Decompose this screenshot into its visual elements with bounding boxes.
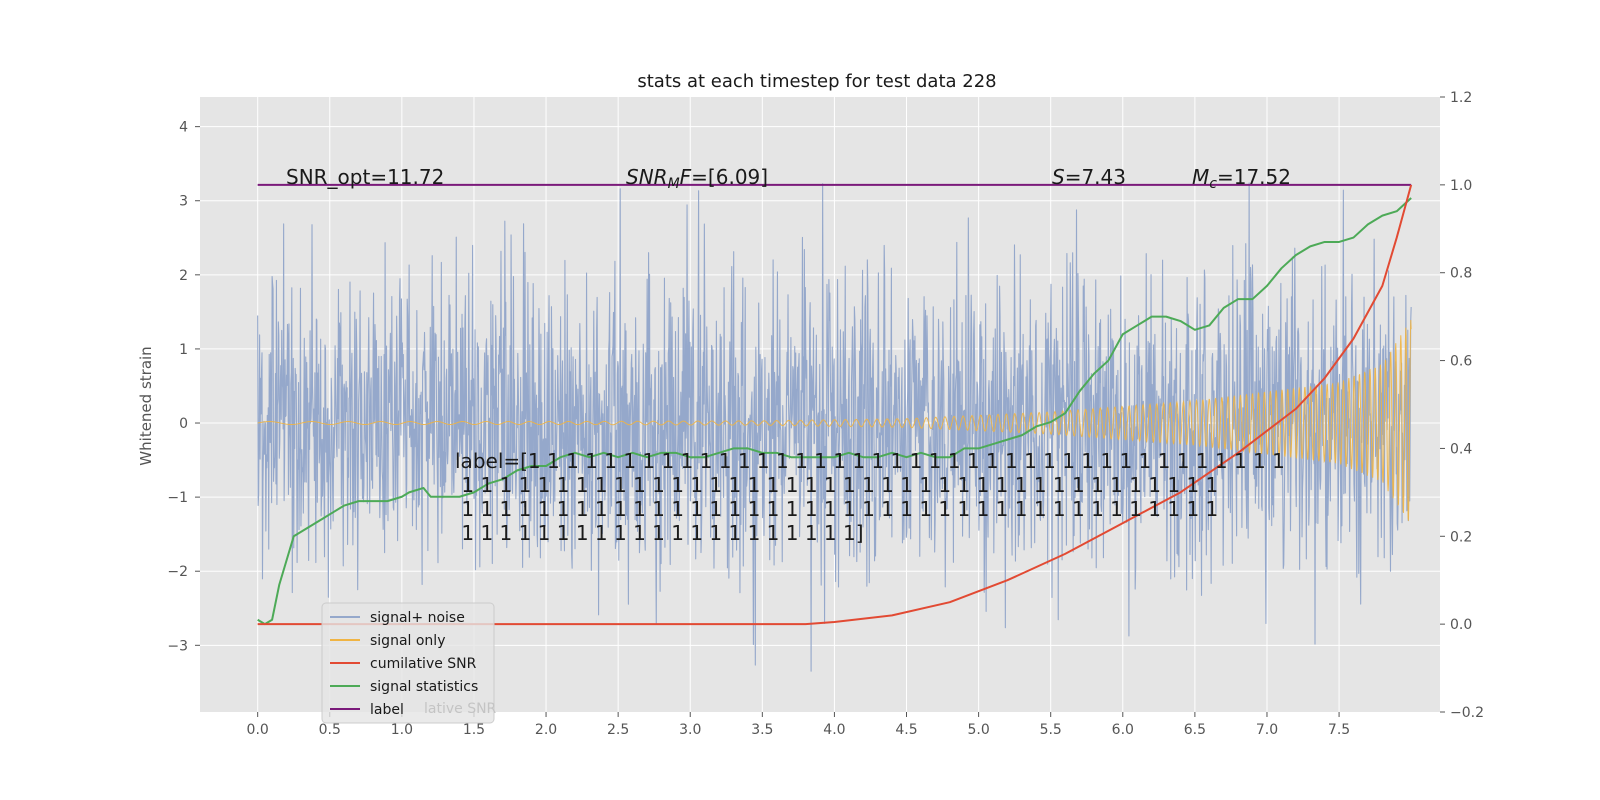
y-tick-label: 2 — [179, 268, 188, 284]
y2-tick-label: −0.2 — [1450, 705, 1484, 721]
plot-series — [257, 182, 1413, 672]
x-tick-label: 2.0 — [535, 722, 557, 738]
y2-tick-label: 0.0 — [1450, 617, 1472, 633]
x-tick-label: 6.5 — [1184, 722, 1206, 738]
annotation-mc: Mc=17.52 — [1192, 165, 1291, 192]
x-tick-label: 0.0 — [247, 722, 269, 738]
x-tick-label: 6.0 — [1112, 722, 1134, 738]
chart-title: stats at each timestep for test data 228 — [637, 71, 996, 92]
s-label: S — [1052, 165, 1065, 189]
x-tick-label: 3.5 — [751, 722, 773, 738]
legend-label: cumilative SNR — [370, 656, 477, 672]
mc-sub: c — [1209, 176, 1217, 192]
annotation-s: S=7.43 — [1052, 165, 1126, 189]
y-tick-label: −3 — [167, 638, 188, 654]
y-axis-label: Whitened strain — [137, 346, 155, 465]
x-tick-label: 5.0 — [967, 722, 989, 738]
x-tick-label: 1.5 — [463, 722, 485, 738]
snr-mf-label: SNR — [626, 165, 668, 189]
y-tick-label: 1 — [179, 342, 188, 358]
x-tick-label: 7.0 — [1256, 722, 1278, 738]
mc-label: M — [1192, 165, 1209, 189]
x-tick-label: 2.5 — [607, 722, 629, 738]
y2-tick-label: 0.6 — [1450, 354, 1472, 370]
y2-tick-label: 0.8 — [1450, 266, 1472, 282]
legend-box — [321, 602, 495, 724]
legend-label: signal+ noise — [370, 610, 465, 626]
legend-label: label — [370, 702, 404, 718]
y-tick-label: 0 — [179, 416, 188, 432]
legend-ghost-text: lative SNR — [424, 701, 497, 717]
legend: signal+ noise signal only cumilative SNR si… — [321, 602, 497, 724]
y2-tick-label: 1.2 — [1450, 90, 1472, 106]
annotation-snr-mf: SNRMF=[6.09] — [626, 165, 768, 192]
x-tick-label: 4.5 — [895, 722, 917, 738]
series-signal-only — [257, 319, 1412, 521]
y2-tick-label: 0.4 — [1450, 441, 1472, 457]
x-tick-label: 0.5 — [319, 722, 341, 738]
series-cumulative-snr — [257, 184, 1413, 626]
x-tick-label: 7.5 — [1328, 722, 1350, 738]
series-signal-statistics — [257, 197, 1412, 626]
legend-label: signal only — [370, 633, 445, 649]
annotation-label-line: 1 1 1 1 1 1 1 1 1 1 1 1 1 1 1 1 1 1 1 1 … — [455, 497, 1218, 521]
y2-tick-label: 0.2 — [1450, 529, 1472, 545]
snr-mf-value: =[6.09] — [691, 165, 768, 189]
snr-mf-sub: M — [668, 176, 680, 192]
annotation-label-line: label=[1 1 1 1 1 1 1 1 1 1 1 1 1 1 1 1 1… — [455, 449, 1285, 473]
annotation-snr-opt: SNR_opt=11.72 — [286, 165, 444, 189]
y-tick-label: −1 — [167, 490, 188, 506]
annotation-label-line: 1 1 1 1 1 1 1 1 1 1 1 1 1 1 1 1 1 1 1 1 … — [455, 521, 864, 545]
snr-mf-f: F — [680, 165, 692, 189]
x-tick-label: 3.0 — [679, 722, 701, 738]
x-tick-label: 1.0 — [391, 722, 413, 738]
mc-value: =17.52 — [1217, 165, 1291, 189]
y-tick-label: 4 — [179, 120, 188, 136]
x-tick-label: 4.0 — [823, 722, 845, 738]
y-tick-label: −2 — [167, 564, 188, 580]
x-tick-label: 5.5 — [1040, 722, 1062, 738]
y2-tick-label: 1.0 — [1450, 178, 1472, 194]
s-value: =7.43 — [1065, 165, 1126, 189]
y-tick-label: 3 — [179, 194, 188, 210]
annotation-label-line: 1 1 1 1 1 1 1 1 1 1 1 1 1 1 1 1 1 1 1 1 … — [455, 473, 1218, 497]
legend-label: signal statistics — [370, 679, 478, 695]
